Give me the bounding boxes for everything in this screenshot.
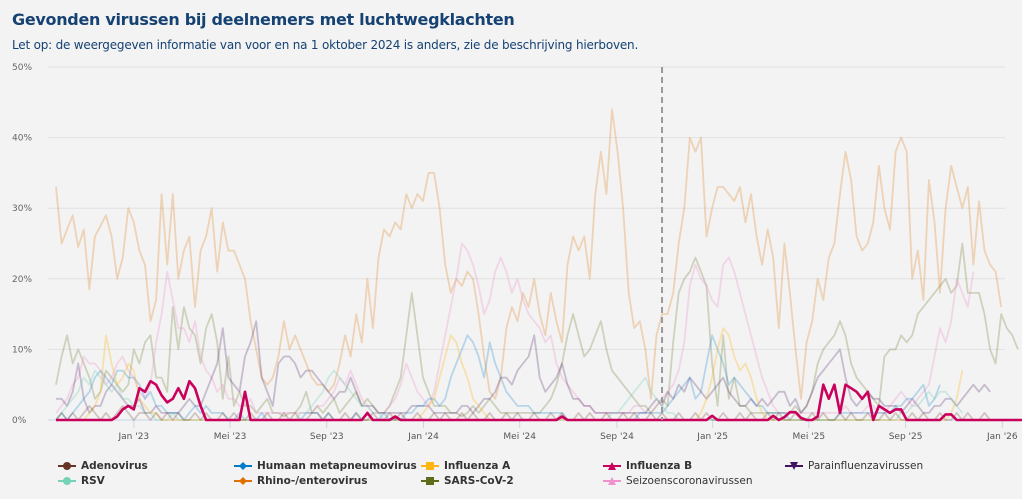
- legend-label: Rhino-/enterovirus: [257, 475, 368, 487]
- x-tick-label: Mei '25: [793, 432, 826, 442]
- series-line-sars-cov-2[interactable]: [55, 242, 1019, 418]
- series-line-humaan-metapneumovirus[interactable]: [55, 334, 941, 421]
- x-tick-label: Jan '23: [118, 432, 150, 442]
- square-marker-icon: [421, 476, 439, 486]
- legend-item-rhino-enterovirus[interactable]: Rhino-/enterovirus: [234, 475, 368, 487]
- y-tick-label: 50%: [12, 63, 32, 73]
- gridlines: [48, 66, 1005, 350]
- square-marker-icon: [421, 461, 439, 471]
- legend-label: SARS-CoV-2: [444, 475, 514, 487]
- legend-item-rsv[interactable]: RSV: [58, 475, 105, 487]
- chart-title: Gevonden virussen bij deelnemers met luc…: [12, 10, 515, 29]
- legend-item-seizoenscoronavirussen[interactable]: Seizoenscoronavirussen: [603, 475, 753, 487]
- line-chart: 0%10%20%30%40%50% Jan '23 Mei '23 Sep '23 J…: [12, 63, 1022, 442]
- legend-item-humaan-metapneumovirus[interactable]: Humaan metapneumovirus: [234, 460, 417, 472]
- diamond-marker-icon: [234, 461, 252, 471]
- legend-label: Humaan metapneumovirus: [257, 460, 417, 472]
- x-tick-label: Sep '24: [600, 432, 634, 442]
- circle-marker-icon: [58, 476, 76, 486]
- x-tick-label: Sep '23: [310, 432, 344, 442]
- x-tick-label: Jan '24: [407, 432, 439, 442]
- circle-marker-icon: [58, 461, 76, 471]
- y-tick-label: 20%: [12, 275, 32, 285]
- triangle-marker-icon: [603, 476, 621, 486]
- x-tick-label: Sep '25: [889, 432, 923, 442]
- legend-label: Parainfluenzavirussen: [808, 460, 924, 472]
- legend-label: RSV: [81, 475, 105, 487]
- x-tick-label: Mei '23: [214, 432, 247, 442]
- series-line-influenza-b[interactable]: [56, 379, 1022, 422]
- y-axis: 0% 10% 20% 30% 40% 50%: [12, 63, 32, 426]
- legend-item-parainfluenzavirussen[interactable]: Parainfluenzavirussen: [785, 460, 923, 472]
- series-lines: [55, 108, 1022, 422]
- legend-label: Seizoenscoronavirussen: [626, 475, 753, 487]
- x-tick-label: Mei '24: [503, 432, 536, 442]
- diamond-marker-icon: [234, 476, 252, 486]
- series-line-seizoenscoronavirussen[interactable]: [55, 242, 975, 414]
- triangle-down-marker-icon: [785, 461, 803, 471]
- y-tick-label: 30%: [12, 204, 32, 214]
- legend-item-influenza-a[interactable]: Influenza A: [421, 460, 510, 472]
- y-tick-label: 0%: [12, 416, 27, 426]
- legend-label: Influenza B: [626, 460, 693, 472]
- series-line-rhino-enterovirus[interactable]: [55, 108, 1003, 400]
- y-tick-label: 10%: [12, 345, 32, 355]
- y-tick-label: 40%: [12, 134, 32, 144]
- x-tick-label: Jan '25: [696, 432, 728, 442]
- legend-item-sars-cov-2[interactable]: SARS-CoV-2: [421, 475, 514, 487]
- legend-label: Influenza A: [444, 460, 511, 472]
- chart-subtitle: Let op: de weergegeven informatie van vo…: [12, 38, 639, 52]
- x-axis: Jan '23 Mei '23 Sep '23 Jan '24 Mei '24 Sep '…: [48, 419, 1018, 442]
- series-line-parainfluenzavirussen[interactable]: [56, 320, 991, 414]
- legend-label: Adenovirus: [81, 460, 148, 472]
- x-tick-label: Jan '26: [986, 432, 1018, 442]
- legend-item-adenovirus[interactable]: Adenovirus: [58, 460, 148, 472]
- series-line-influenza-a[interactable]: [56, 327, 964, 421]
- triangle-marker-icon: [603, 461, 621, 471]
- legend-item-influenza-b[interactable]: Influenza B: [603, 460, 692, 472]
